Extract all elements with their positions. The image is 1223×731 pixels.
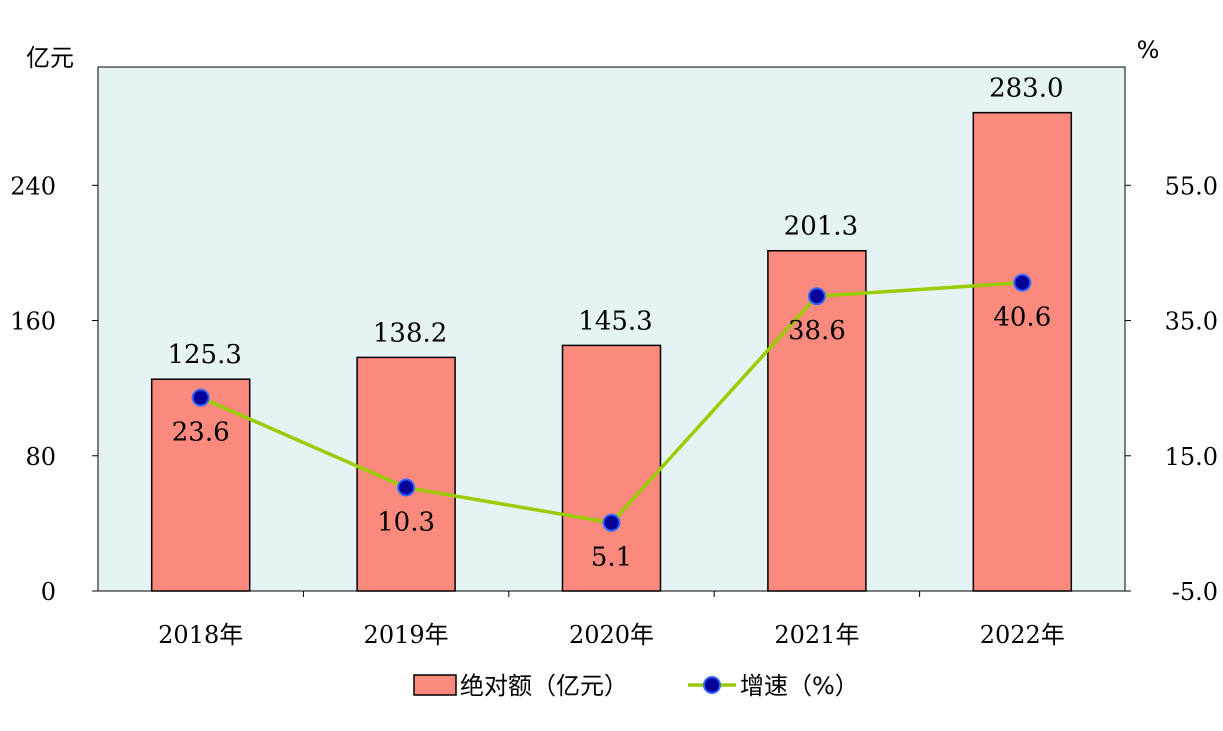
x-axis-tick-label: 2022年	[980, 621, 1065, 649]
growth-value-label: 10.3	[377, 508, 435, 538]
left-axis-tick-label: 240	[10, 172, 56, 200]
growth-value-label: 40.6	[993, 303, 1051, 333]
right-axis-tick-label: -5.0	[1172, 578, 1218, 606]
growth-value-label: 38.6	[788, 316, 846, 346]
legend-swatch-bar	[413, 674, 457, 696]
bar	[972, 111, 1073, 592]
x-axis-tick-label: 2019年	[364, 621, 449, 649]
left-axis-unit: 亿元	[26, 44, 74, 72]
growth-value-label: 5.1	[591, 543, 632, 573]
left-axis-tick-label: 80	[25, 443, 56, 471]
x-axis-tick-label: 2021年	[774, 621, 859, 649]
bar	[150, 378, 251, 592]
axes: 0 80 160 240 -5.0 15.0 35.0 55.0 亿元 % 2018年 2019年 20…	[10, 36, 1218, 649]
x-axis-tick-label: 2020年	[569, 621, 654, 649]
growth-point	[1013, 273, 1032, 292]
x-axis-tick-label: 2018年	[158, 621, 243, 649]
legend-label-line: 增速（%）	[740, 672, 859, 700]
growth-point	[807, 287, 826, 306]
right-axis-unit: %	[1137, 36, 1160, 64]
legend-swatch-marker	[703, 676, 721, 694]
growth-value-label: 23.6	[172, 418, 230, 448]
growth-point	[602, 513, 621, 532]
legend: 绝对额（亿元） 增速（%）	[413, 672, 859, 700]
left-axis-tick-label: 0	[41, 578, 56, 606]
bar-value-label: 201.3	[784, 212, 858, 242]
right-axis-tick-label: 35.0	[1165, 308, 1218, 336]
growth-line	[191, 273, 1032, 532]
bars	[150, 111, 1073, 592]
bar-value-label: 145.3	[578, 306, 652, 336]
growth-point	[397, 478, 416, 497]
right-axis-tick-label: 55.0	[1165, 172, 1218, 200]
growth-point	[191, 388, 210, 407]
bar-value-label: 138.2	[373, 318, 447, 348]
right-axis-tick-label: 15.0	[1165, 443, 1218, 471]
legend-label-bar: 绝对额（亿元）	[460, 672, 628, 700]
data-labels: 125.3 138.2 145.3 201.3 283.0 23.6 10.3 5.1 38.6…	[167, 74, 1063, 573]
bar	[561, 344, 662, 592]
bar-value-label: 125.3	[167, 340, 241, 370]
bar-value-label: 283.0	[989, 74, 1063, 104]
left-axis-tick-label: 160	[10, 308, 56, 336]
bar	[767, 249, 867, 592]
